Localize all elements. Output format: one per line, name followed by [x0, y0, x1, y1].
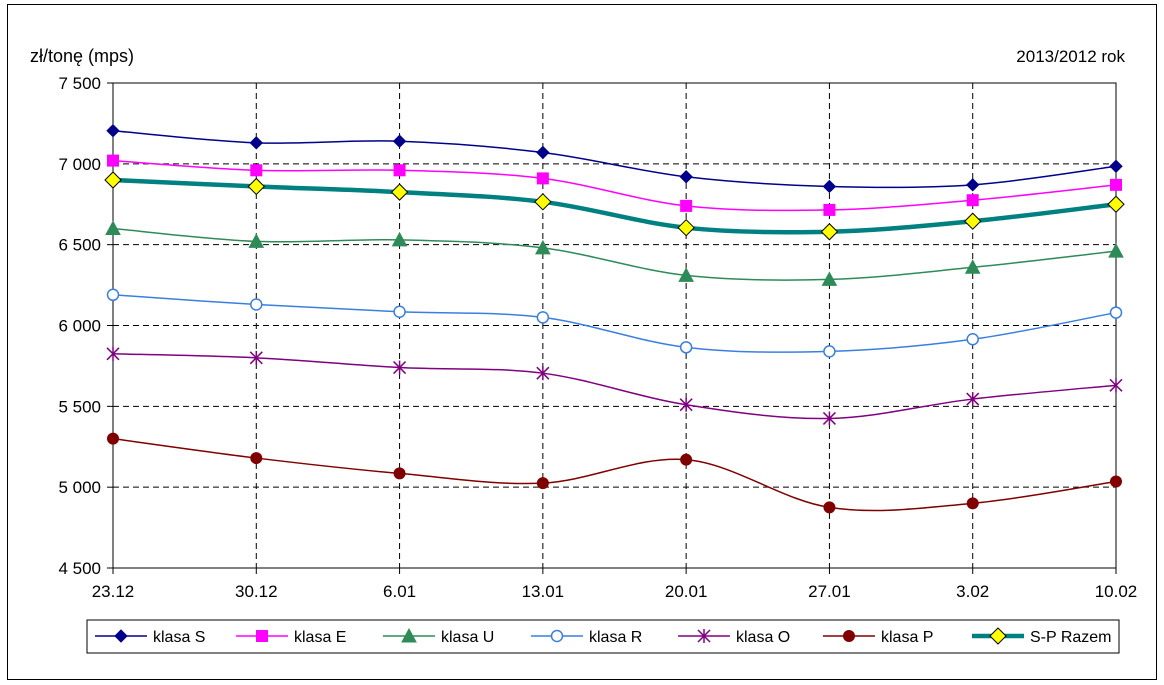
- point-klasa-p: [1110, 475, 1122, 488]
- point-klasa-u: [678, 267, 694, 282]
- point-klasa-u: [821, 271, 838, 286]
- point-klasa-o: [249, 350, 263, 365]
- point-klasa-r: [250, 298, 263, 311]
- legend-label-klasa-o: klasa O: [736, 629, 790, 646]
- point-klasa-r: [823, 345, 836, 358]
- point-klasa-p: [107, 432, 119, 445]
- legend-label-s-p-razem: S-P Razem: [1030, 629, 1112, 646]
- series-line-klasa-p: [112, 437, 1117, 512]
- point-klasa-o: [822, 411, 836, 426]
- legend-marker-klasa-r: [550, 629, 564, 643]
- point-klasa-r: [106, 288, 120, 302]
- point-klasa-r: [536, 311, 550, 324]
- point-klasa-o: [536, 366, 550, 381]
- legend-label-klasa-p: klasa P: [881, 629, 933, 646]
- period-label: 2013/2012 rok: [1016, 47, 1125, 66]
- legend-marker-s-p-razem: [989, 627, 1007, 645]
- point-s-p-razem: [964, 212, 982, 230]
- point-klasa-p: [823, 501, 836, 514]
- series-layer: [104, 123, 1125, 514]
- legend-marker-klasa-s: [114, 629, 128, 643]
- x-tick-label: 6.01: [383, 582, 416, 601]
- legend-marker-klasa-e: [256, 630, 268, 642]
- point-klasa-u: [964, 259, 981, 274]
- point-klasa-p: [966, 497, 979, 510]
- x-tick-label: 10.02: [1095, 582, 1138, 601]
- point-s-p-razem: [534, 193, 552, 211]
- point-klasa-e: [536, 172, 549, 185]
- point-klasa-s: [249, 136, 263, 150]
- point-klasa-e: [966, 194, 979, 207]
- legend-label-klasa-u: klasa U: [441, 629, 494, 646]
- point-s-p-razem: [247, 177, 265, 196]
- point-klasa-r: [1109, 306, 1123, 319]
- legend-label-klasa-r: klasa R: [589, 629, 642, 646]
- series-line-klasa-o: [112, 353, 1117, 420]
- point-klasa-u: [391, 231, 408, 247]
- x-tick-label: 20.01: [665, 582, 708, 601]
- point-klasa-u: [535, 239, 551, 255]
- point-klasa-p: [393, 467, 406, 480]
- point-klasa-p: [680, 453, 693, 466]
- point-klasa-s: [1109, 159, 1123, 173]
- grid-layer: [113, 83, 1116, 568]
- legend-marker-klasa-o: [697, 629, 711, 643]
- point-klasa-e: [107, 154, 119, 167]
- x-tick-label: 27.01: [808, 582, 851, 601]
- y-axis-label: zł/tonę (mps): [30, 46, 134, 66]
- legend-label-klasa-e: klasa E: [294, 629, 346, 646]
- y-tick-label: 4 500: [58, 559, 101, 578]
- point-s-p-razem: [677, 218, 695, 237]
- axis-layer: 4 500 5 000 5 500 6 000 6 500 7 000 7 500 23.12…: [58, 74, 1137, 601]
- y-tick-label: 7 000: [58, 155, 101, 174]
- point-klasa-e: [393, 164, 406, 177]
- legend-marker-klasa-u: [401, 627, 417, 643]
- series-line-s-p-razem: [112, 177, 1117, 235]
- point-klasa-o: [679, 397, 693, 412]
- point-s-p-razem: [820, 223, 839, 241]
- series-line-klasa-u: [112, 227, 1117, 281]
- y-tick-label: 7 500: [58, 74, 101, 93]
- y-tick-label: 5 000: [58, 478, 101, 497]
- point-klasa-s: [822, 179, 837, 194]
- y-tick-label: 5 500: [58, 397, 101, 416]
- x-tick-label: 23.12: [92, 582, 135, 601]
- point-klasa-r: [966, 332, 979, 346]
- point-klasa-r: [679, 341, 693, 354]
- x-tick-label: 13.01: [522, 582, 565, 601]
- point-klasa-s: [392, 134, 407, 148]
- point-s-p-razem: [1107, 195, 1125, 213]
- y-tick-label: 6 500: [58, 236, 101, 255]
- point-s-p-razem: [390, 183, 409, 201]
- x-tick-label: 30.12: [235, 582, 278, 601]
- point-klasa-u: [248, 233, 265, 248]
- point-klasa-s: [966, 178, 980, 192]
- legend: klasa S klasa E klasa U klasa R klasa O klasa…: [95, 627, 1112, 646]
- point-klasa-o: [106, 346, 120, 361]
- point-klasa-r: [393, 305, 406, 319]
- point-klasa-s: [106, 123, 120, 138]
- y-tick-label: 6 000: [58, 317, 101, 336]
- point-klasa-e: [1110, 178, 1122, 191]
- x-tick-label: 3.02: [956, 582, 989, 601]
- point-klasa-e: [823, 203, 836, 216]
- point-klasa-s: [679, 170, 693, 184]
- point-klasa-u: [105, 220, 121, 235]
- series-line-klasa-e: [112, 159, 1117, 212]
- point-s-p-razem: [104, 171, 122, 189]
- series-line-klasa-r: [112, 294, 1117, 353]
- point-klasa-p: [536, 477, 549, 490]
- point-klasa-p: [250, 452, 263, 465]
- point-klasa-s: [536, 145, 550, 160]
- point-klasa-e: [680, 199, 693, 212]
- legend-label-klasa-s: klasa S: [153, 629, 205, 646]
- point-klasa-o: [1109, 378, 1123, 393]
- point-klasa-o: [393, 360, 407, 375]
- legend-marker-klasa-p: [843, 630, 855, 642]
- point-klasa-o: [966, 392, 980, 407]
- point-klasa-u: [1108, 243, 1124, 258]
- series-line-klasa-s: [112, 129, 1117, 189]
- point-klasa-e: [250, 164, 263, 177]
